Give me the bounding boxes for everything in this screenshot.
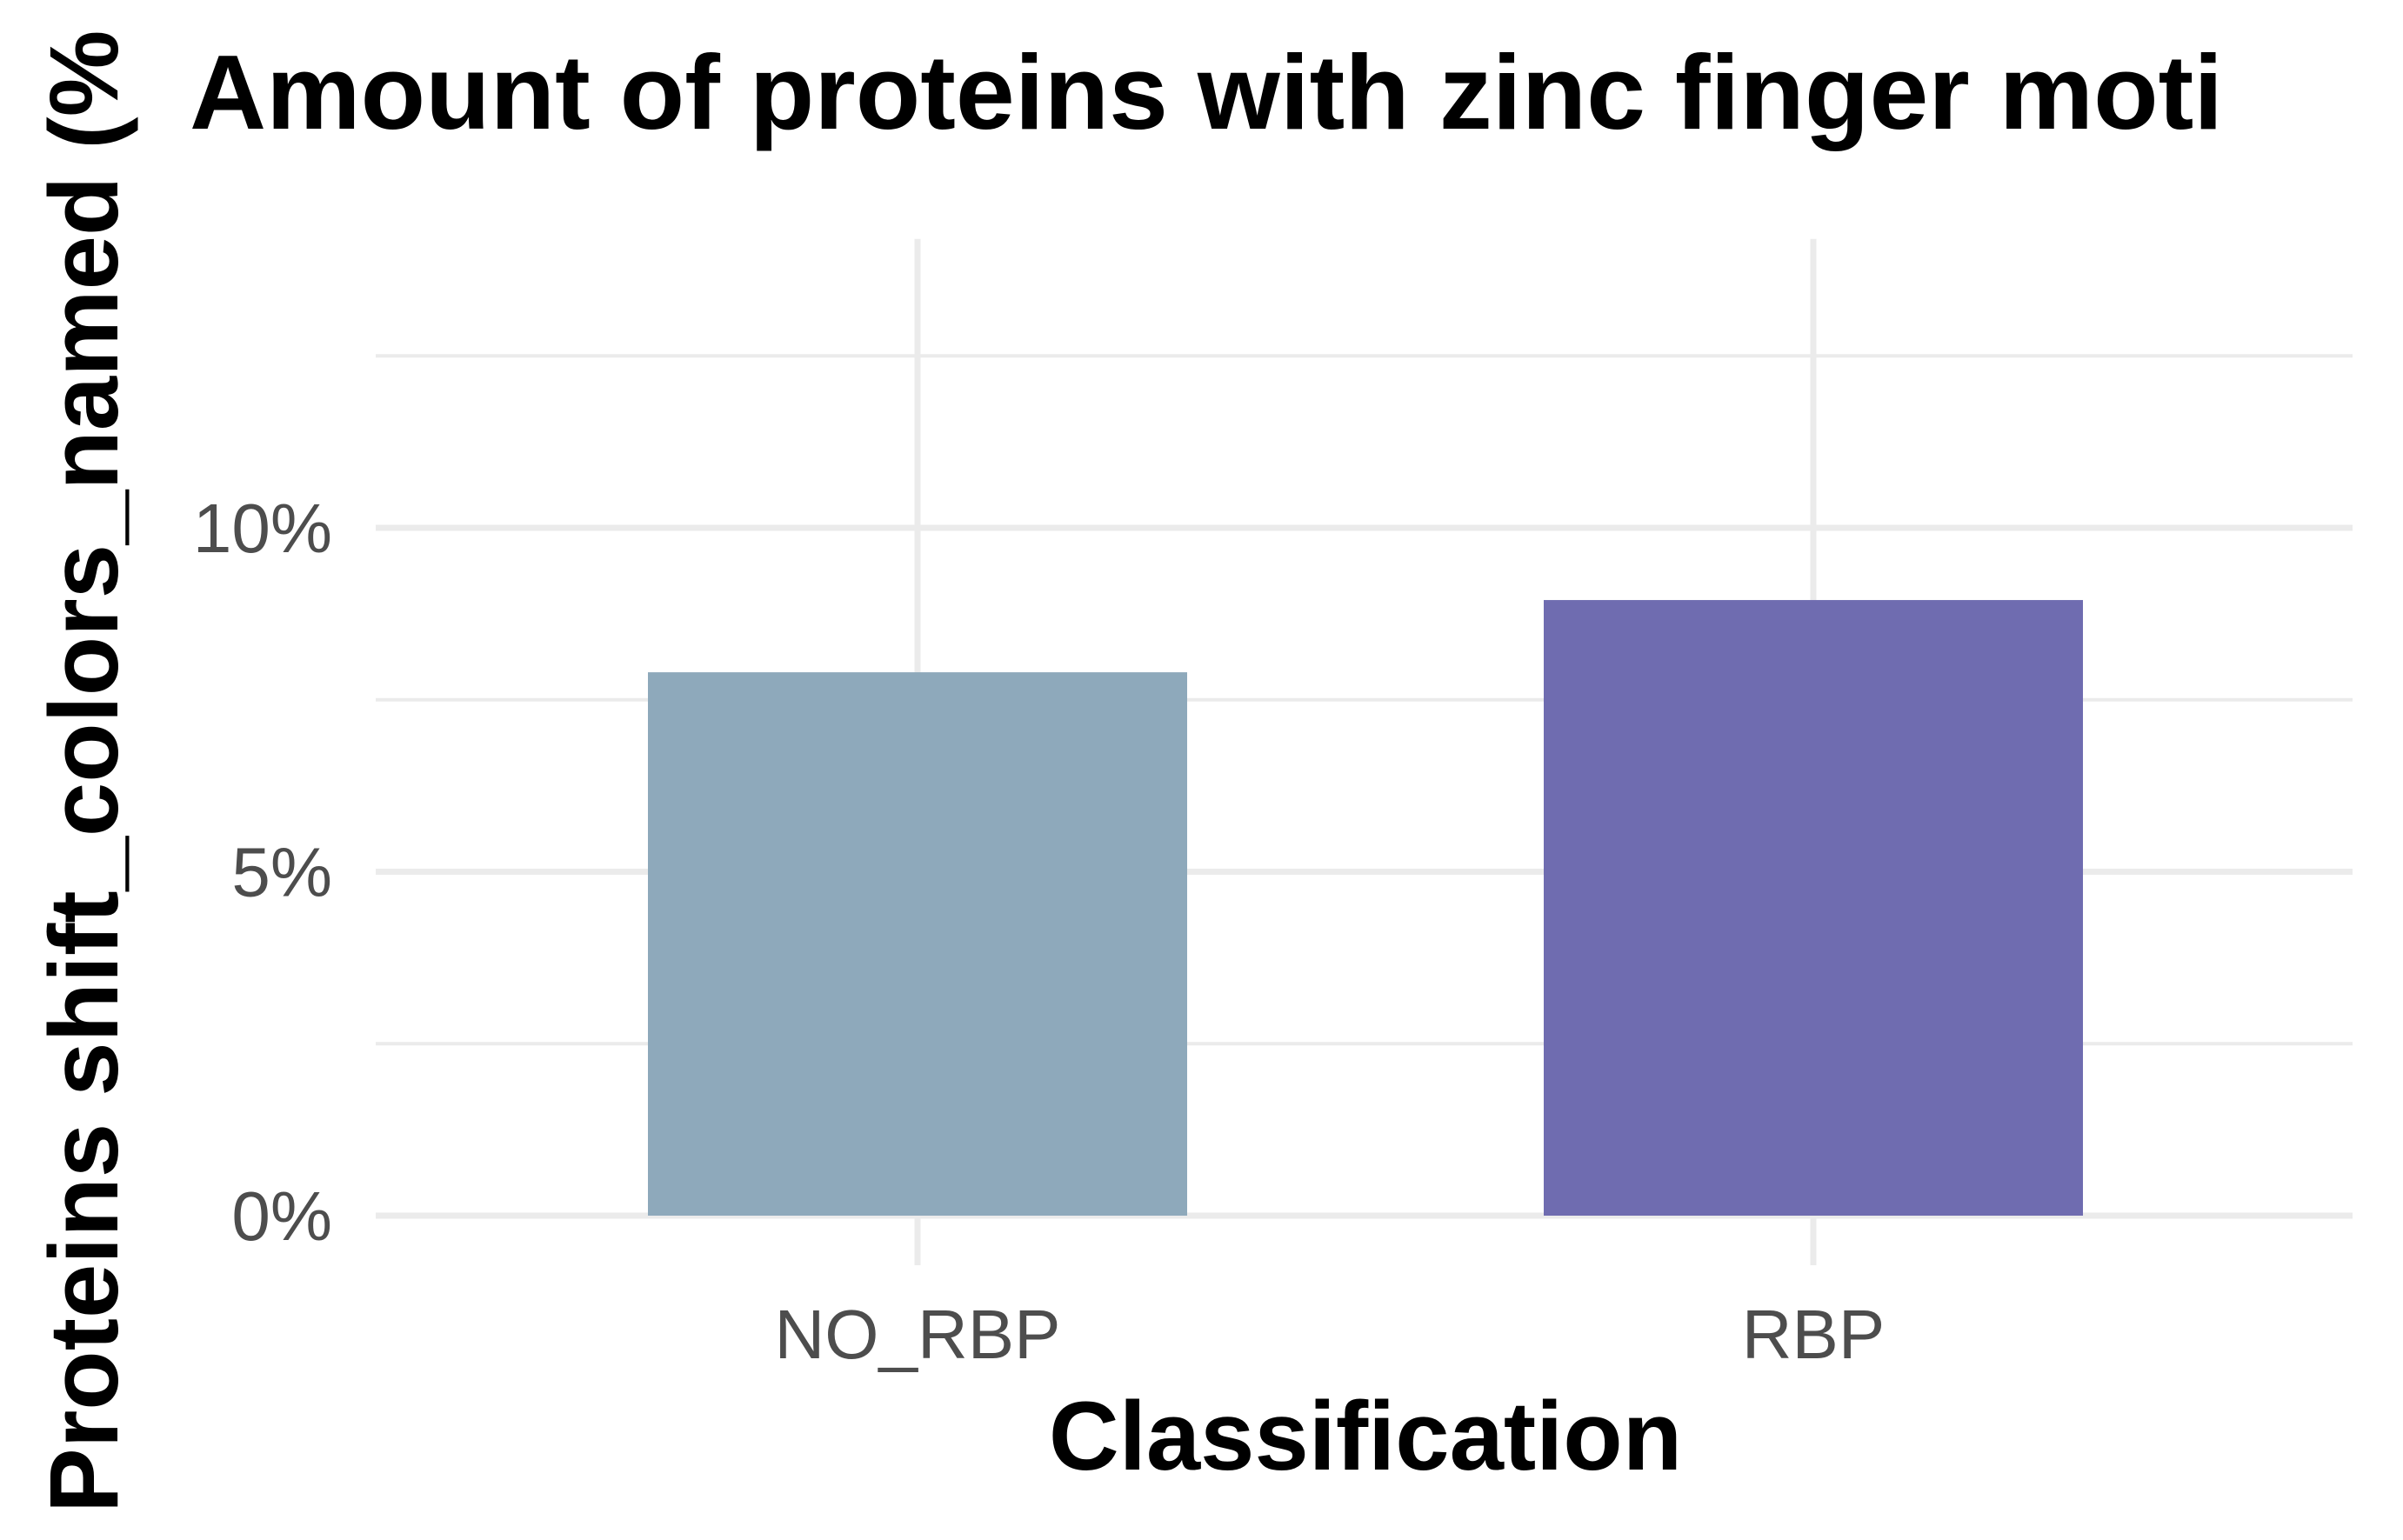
x-tick-label: NO_RBP [775, 1296, 1061, 1373]
x-tick-label: RBP [1742, 1296, 1886, 1373]
chart-title: Amount of proteins with zinc finger moti [190, 33, 2223, 151]
bar-rbp [1544, 600, 2083, 1216]
y-tick-label: 0% [231, 1177, 332, 1255]
bars [648, 600, 2083, 1216]
x-axis-title: Classification [1049, 1382, 1682, 1490]
y-tick-labels: 0% 5% 10% [193, 490, 332, 1255]
y-axis-title: Proteins shift_colors_named (% [30, 30, 138, 1513]
x-tick-labels: NO_RBP RBP [775, 1296, 1886, 1373]
y-tick-label: 5% [231, 834, 332, 911]
y-tick-label: 10% [193, 490, 332, 567]
bar-no-rbp [648, 672, 1187, 1216]
